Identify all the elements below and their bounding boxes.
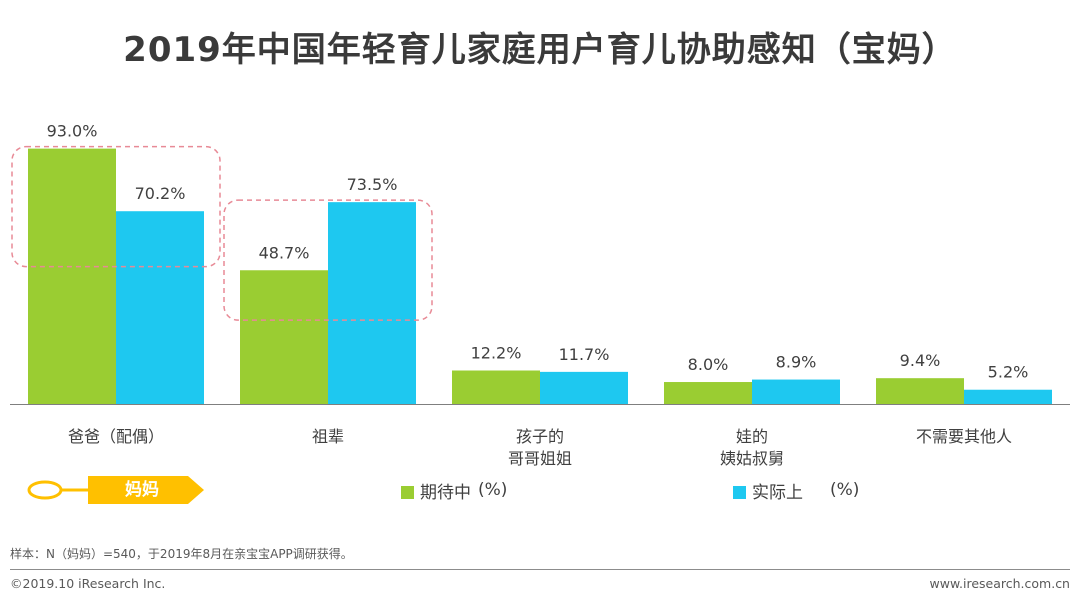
sample-note: 样本：N（妈妈）=540，于2019年8月在亲宝宝APP调研获得。 bbox=[10, 547, 353, 561]
bar-actual-2 bbox=[540, 371, 628, 404]
bar-expected-0 bbox=[28, 148, 116, 404]
category-label-3-line1: 姨姑叔舅 bbox=[720, 449, 784, 468]
value-label-0-3: 8.0% bbox=[688, 355, 729, 374]
bar-actual-4 bbox=[964, 389, 1052, 404]
category-label-0: 爸爸（配偶） bbox=[68, 427, 164, 446]
category-label-3-line0: 娃的 bbox=[736, 427, 768, 446]
legend-swatch-actual bbox=[733, 486, 746, 499]
copyright: ©2019.10 iResearch Inc. bbox=[10, 576, 166, 591]
bar-actual-1 bbox=[328, 202, 416, 404]
legend-item-actual: 实际上 bbox=[733, 478, 803, 503]
website: www.iresearch.com.cn bbox=[929, 576, 1071, 591]
category-label-2-line1: 哥哥姐姐 bbox=[508, 449, 572, 468]
legend-item-expected: 期待中 bbox=[401, 478, 471, 503]
footer-divider bbox=[10, 569, 1070, 570]
bar-actual-3 bbox=[752, 379, 840, 404]
bar-actual-0 bbox=[116, 211, 204, 404]
highlight-box-0 bbox=[11, 145, 221, 268]
value-label-0-4: 9.4% bbox=[900, 351, 941, 370]
segment-tag-label: 妈妈 bbox=[125, 480, 159, 500]
value-label-0-0: 93.0% bbox=[47, 122, 98, 141]
bar-expected-1 bbox=[240, 270, 328, 404]
bar-expected-3 bbox=[664, 382, 752, 404]
category-label-4: 不需要其他人 bbox=[916, 427, 1012, 446]
bar-expected-2 bbox=[452, 370, 540, 404]
category-label-1: 祖辈 bbox=[312, 427, 344, 446]
value-label-1-0: 70.2% bbox=[135, 184, 186, 203]
value-label-1-4: 5.2% bbox=[988, 363, 1029, 382]
category-label-2-line0: 孩子的 bbox=[516, 427, 564, 446]
chart-title: 2019年中国年轻育儿家庭用户育儿协助感知（宝妈） bbox=[123, 30, 957, 70]
segment-tag-icon bbox=[27, 476, 204, 504]
bar-expected-4 bbox=[876, 378, 964, 404]
value-label-1-2: 11.7% bbox=[559, 345, 610, 364]
value-label-1-1: 73.5% bbox=[347, 175, 398, 194]
legend-unit-actual: (%) bbox=[830, 480, 860, 500]
legend-unit-expected: (%) bbox=[478, 480, 508, 500]
legend-swatch-expected bbox=[401, 486, 414, 499]
legend-label-actual: 实际上 bbox=[752, 483, 803, 503]
legend-label-expected: 期待中 bbox=[420, 483, 471, 503]
value-label-0-1: 48.7% bbox=[259, 243, 310, 262]
highlight-box-1 bbox=[223, 199, 433, 321]
value-label-0-2: 12.2% bbox=[471, 343, 522, 362]
value-label-1-3: 8.9% bbox=[776, 353, 817, 372]
